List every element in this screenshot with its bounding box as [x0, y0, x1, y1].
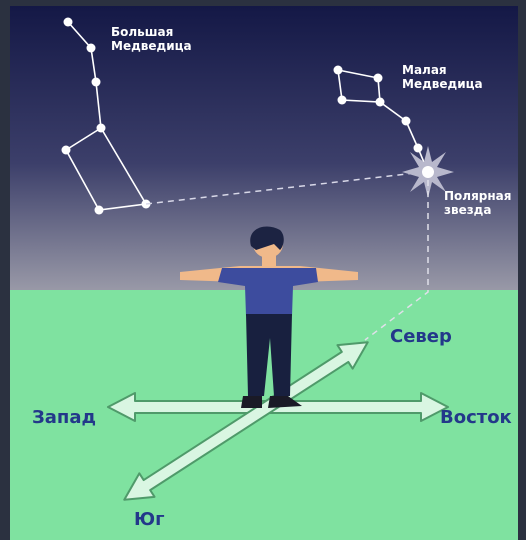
polaris-label: Полярная — [444, 189, 511, 203]
polaris — [422, 166, 434, 178]
polaris-label: звезда — [444, 203, 491, 217]
direction-south: Юг — [134, 509, 165, 530]
direction-east: Восток — [440, 407, 512, 428]
big-dipper-label: Большая — [111, 25, 173, 39]
little-dipper-label: Малая — [402, 63, 447, 77]
illustration: Большая Медведица Малая Медведица Полярн… — [0, 0, 526, 540]
little-dipper-label: Медведица — [402, 77, 483, 91]
direction-north: Север — [390, 326, 452, 347]
direction-west: Запад — [32, 407, 96, 428]
big-dipper-label: Медведица — [111, 39, 192, 53]
